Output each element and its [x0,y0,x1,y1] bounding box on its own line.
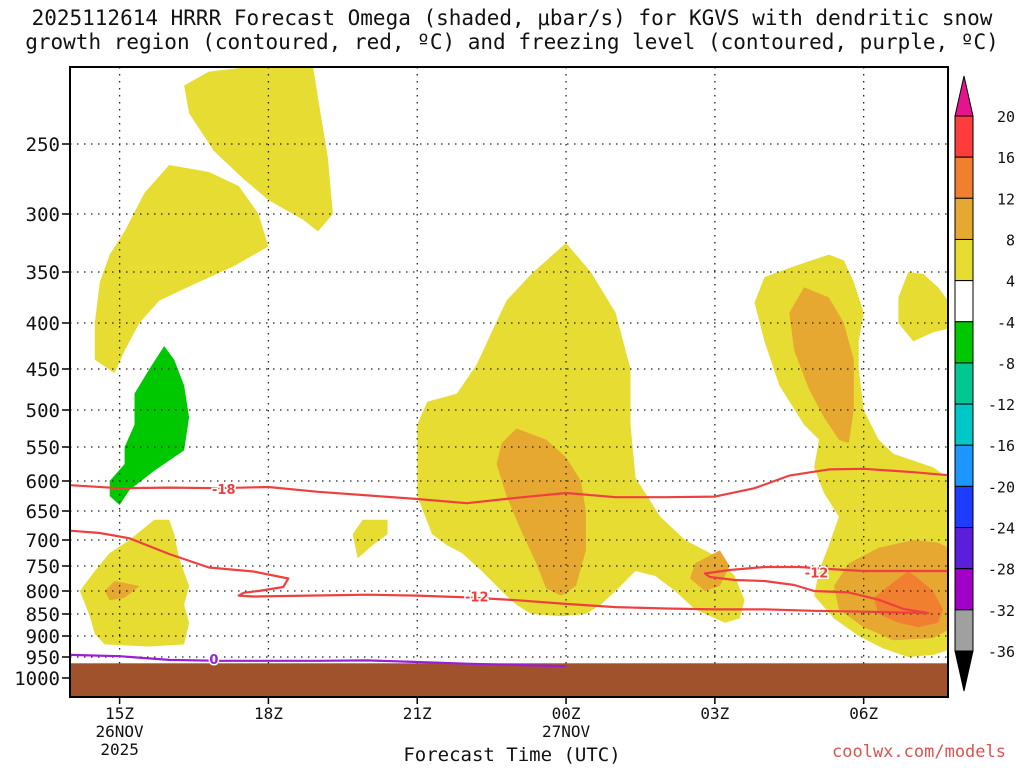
colorbar-label-12: -32 [988,602,1015,620]
y-tick-label-250: 250 [26,134,60,156]
ground-below-surface [70,663,948,697]
omega-region-4-4 [417,243,745,623]
x-axis-label: Forecast Time (UTC) [403,744,621,766]
y-tick-label-450: 450 [26,359,60,381]
colorbar-top-arrow [954,75,974,117]
chart-title-line-1: 2025112614 HRRR Forecast Omega (shaded, … [31,6,993,30]
plot-area: -18 -12 -12 0 [70,67,948,697]
y-tick-label-600: 600 [26,471,60,493]
colorbar-segment-8 [954,444,974,487]
x-tick-label-18Z: 18Z [254,704,283,723]
y-tick-label-850: 850 [26,604,60,626]
chart-title-line-2: growth region (contoured, red, ºC) and f… [25,30,999,54]
colorbar-segment-4 [954,280,974,323]
colorbar-label-7: -12 [988,396,1015,414]
colorbar-label-2: 12 [997,190,1015,208]
y-tick-label-700: 700 [26,530,60,552]
colorbar-label-3: 8 [1006,231,1015,249]
omega-region-8-9 [690,550,730,591]
x-tick-label-06Z: 06Z [849,704,878,723]
colorbar-label-9: -20 [988,478,1015,496]
colorbar-label-5: -4 [997,314,1015,332]
colorbar-label-1: 16 [997,149,1015,167]
freezing-level-label: 0 [209,653,218,668]
omega-region-8-11 [104,581,140,601]
colorbar-segment-7 [954,403,974,446]
dgz-label-minus18: -18 [212,483,236,498]
colorbar-segment-9 [954,485,974,529]
y-tick-label-950: 950 [26,647,60,669]
colorbar-label-0: 20 [997,108,1015,126]
colorbar-segment-3 [954,238,974,282]
x-tick-label-00Z: 00Z [552,704,581,723]
y-tick-label-350: 350 [26,262,60,284]
omega-region-4-6 [898,272,948,342]
dgz-label-minus12-a: -12 [465,591,489,606]
colorbar-segment-12 [954,609,974,652]
omega-region-4-1 [94,165,269,374]
omega-region-8-7 [789,287,854,444]
x-date-label-15Z: 26NOV [96,722,145,741]
x-tick-label-21Z: 21Z [403,704,432,723]
x-year-label-15Z: 2025 [100,740,139,759]
colorbar-label-13: -36 [988,643,1015,661]
colorbar-label-11: -28 [988,561,1015,579]
dgz-contour-1 [70,529,948,615]
colorbar-segment-11 [954,568,974,611]
omega-region-4-2 [79,519,190,647]
dgz-label-minus12-b: -12 [805,567,829,582]
omega-region-4-0 [184,67,333,232]
omega-region--4-13 [109,346,190,505]
y-tick-label-800: 800 [26,581,60,603]
y-tick-label-550: 550 [26,437,60,459]
x-date-label-00Z: 27NOV [542,722,591,741]
omega-region-8-8 [496,428,586,596]
colorbar-label-10: -24 [988,520,1015,538]
colorbar-bottom-arrow [954,650,974,692]
colorbar-label-4: 4 [1006,273,1015,291]
colorbar-segment-0 [954,115,974,158]
colorbar-segment-2 [954,197,974,240]
colorbar-label-8: -16 [988,437,1015,455]
plot-frame [69,66,949,698]
y-tick-label-500: 500 [26,400,60,422]
y-tick-label-650: 650 [26,501,60,523]
y-tick-label-300: 300 [26,204,60,226]
x-tick-label-15Z: 15Z [105,704,134,723]
freezing-level-contour [70,653,567,668]
y-tick-label-750: 750 [26,556,60,578]
colorbar-segment-6 [954,362,974,405]
x-tick-label-03Z: 03Z [700,704,729,723]
colorbar-segment-1 [954,156,974,199]
omega-region-4-3 [352,519,388,559]
colorbar-segment-10 [954,527,974,570]
dgz-contour-0 [70,467,948,505]
site-credit[interactable]: coolwx.com/models [832,742,1006,762]
colorbar-segment-5 [954,321,974,364]
y-tick-label-1000: 1000 [14,668,60,690]
colorbar-label-6: -8 [997,355,1015,373]
y-tick-label-900: 900 [26,626,60,648]
y-tick-label-400: 400 [26,313,60,335]
